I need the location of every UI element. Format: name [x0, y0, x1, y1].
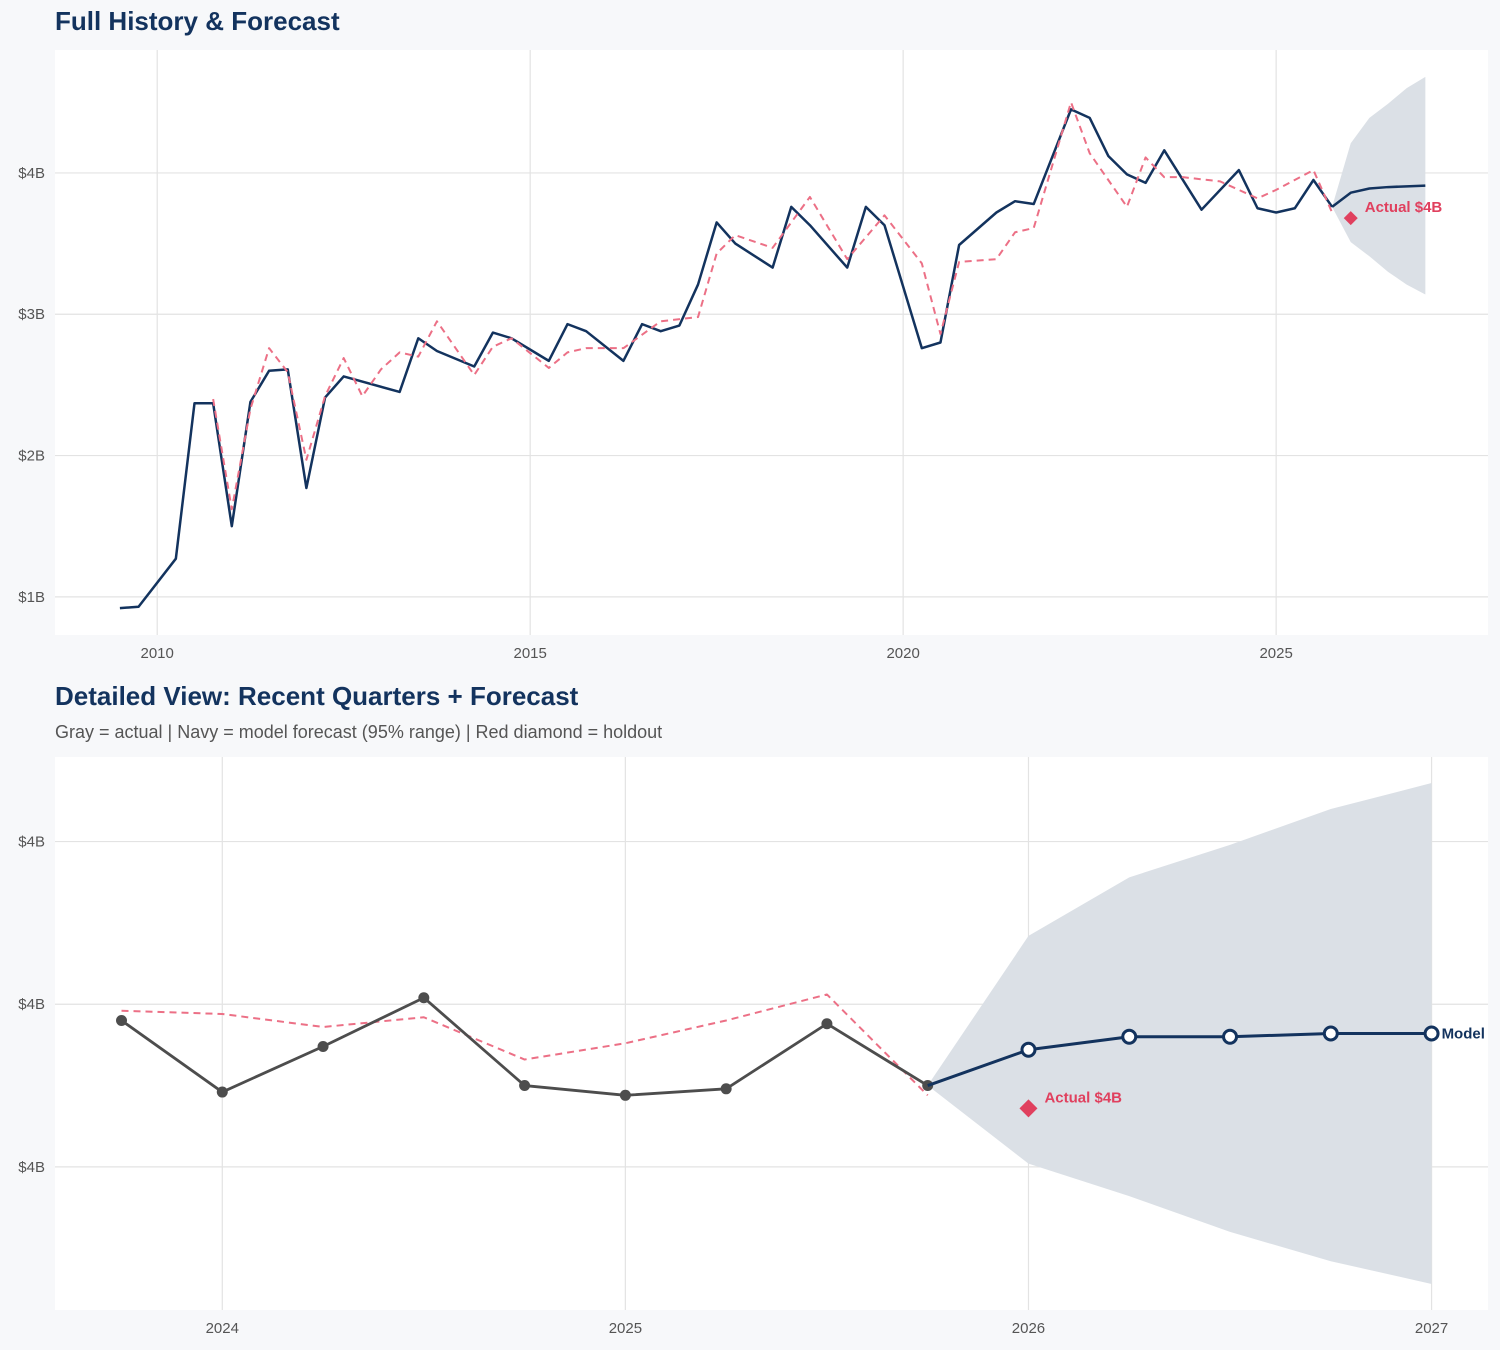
x-tick-label: 2027: [1415, 1320, 1448, 1337]
y-tick-label: $3B: [18, 306, 45, 323]
forecast-point: [1222, 1028, 1239, 1045]
actual-point: [821, 1018, 833, 1030]
x-tick-label: 2010: [141, 645, 174, 662]
actual-point: [720, 1083, 732, 1095]
fitted-series-line: [212, 101, 1334, 511]
x-tick-label: 2025: [609, 1320, 642, 1337]
chart-2: 2024 2025 2026 2027 $4B $4B $4B Actual $4B Model: [18, 757, 1488, 1337]
actual-series-line: [119, 108, 1334, 610]
actual-point: [116, 1014, 128, 1026]
chart-title-detailed-view: Detailed View: Recent Quarters + Forecas…: [55, 681, 579, 711]
actual-point: [418, 992, 430, 1004]
forecast-point: [1020, 1041, 1037, 1058]
actual-point: [317, 1041, 329, 1053]
chart-1: 2010 2015 2020 2025 $1B $2B $3B $4B Actual $4B: [18, 50, 1488, 662]
x-tick-label: 2025: [1259, 645, 1292, 662]
holdout-diamond-marker: [1343, 211, 1358, 226]
y-tick-label: $4B: [18, 1159, 45, 1176]
y-tick-label: $4B: [18, 834, 45, 851]
chart-title-full-history: Full History & Forecast: [55, 6, 340, 36]
x-tick-label: 2024: [206, 1320, 239, 1337]
forecast-confidence-band: [1332, 76, 1426, 295]
y-tick-label: $4B: [18, 996, 45, 1013]
forecast-series-line: [927, 1032, 1432, 1087]
x-tick-label: 2026: [1012, 1320, 1045, 1337]
holdout-diamond-marker: [1019, 1099, 1038, 1118]
forecast-point: [1423, 1025, 1440, 1042]
plot-panel: [55, 50, 1488, 635]
holdout-label: Actual $4B: [1365, 199, 1443, 216]
model-end-label: Model: [1442, 1026, 1485, 1043]
fitted-series-line: [121, 993, 929, 1097]
forecast-point: [1121, 1028, 1138, 1045]
y-tick-label: $1B: [18, 589, 45, 606]
forecast-series-line: [1331, 184, 1426, 208]
actual-point: [216, 1086, 228, 1098]
y-tick-label: $4B: [18, 165, 45, 182]
x-tick-label: 2015: [513, 645, 546, 662]
forecast-point: [1322, 1025, 1339, 1042]
y-tick-label: $2B: [18, 448, 45, 465]
actual-point: [519, 1080, 531, 1092]
holdout-label: Actual $4B: [1044, 1089, 1122, 1106]
chart-subtitle: Gray = actual | Navy = model forecast (9…: [55, 722, 663, 742]
forecast-confidence-band: [927, 783, 1432, 1284]
x-tick-label: 2020: [886, 645, 919, 662]
actual-point: [619, 1089, 631, 1101]
